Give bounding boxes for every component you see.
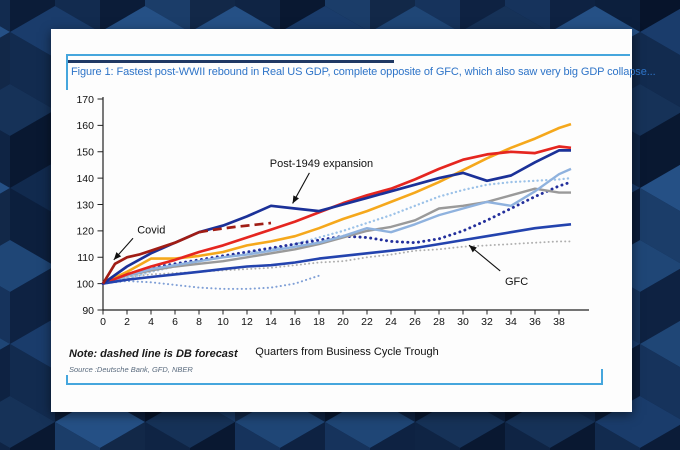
source-text: Source :Deutsche Bank, GFD, NBER xyxy=(69,365,193,374)
x-tick-label: 32 xyxy=(481,316,493,328)
y-tick-label: 110 xyxy=(77,252,94,264)
x-axis-label: Quarters from Business Cycle Trough xyxy=(255,346,439,358)
cube xyxy=(0,182,10,246)
cube xyxy=(415,0,505,32)
annotation-label: Post-1949 expansion xyxy=(270,158,373,170)
cube xyxy=(640,320,680,420)
y-tick-label: 100 xyxy=(76,278,94,290)
x-tick-label: 36 xyxy=(529,316,541,328)
figure-bottom-border-right-corner xyxy=(601,369,603,385)
annotation-arrowhead xyxy=(469,245,477,253)
x-tick-label: 34 xyxy=(505,316,517,328)
series-covid-actual xyxy=(101,230,200,285)
y-tick-label: 130 xyxy=(76,199,94,211)
series-gray-solid xyxy=(102,187,571,285)
title-rule xyxy=(68,60,394,63)
cube xyxy=(0,26,10,90)
cube xyxy=(0,338,10,402)
series-pale-blue-dotted-short xyxy=(102,274,320,290)
cube xyxy=(595,0,680,32)
series-gray-dotted xyxy=(102,240,572,285)
y-tick-label: 90 xyxy=(82,305,94,317)
x-tick-label: 16 xyxy=(289,316,301,328)
figure-top-border-corner xyxy=(66,54,68,90)
x-tick-label: 12 xyxy=(241,316,253,328)
cube xyxy=(0,240,55,344)
cube xyxy=(145,0,235,32)
y-tick-label: 120 xyxy=(76,226,94,238)
x-tick-label: 6 xyxy=(172,316,178,328)
x-tick-label: 4 xyxy=(148,316,154,328)
x-tick-label: 26 xyxy=(409,316,421,328)
x-tick-label: 2 xyxy=(124,316,130,328)
cube xyxy=(55,0,145,32)
y-tick-label: 170 xyxy=(76,94,94,106)
y-tick-label: 160 xyxy=(76,120,94,132)
figure-card: Figure 1: Fastest post-WWII rebound in R… xyxy=(51,29,656,412)
x-tick-label: 0 xyxy=(100,316,106,328)
annotation-arrowhead xyxy=(292,195,300,204)
x-tick-label: 14 xyxy=(265,316,277,328)
figure-bottom-border-left-corner xyxy=(66,375,68,385)
cube xyxy=(325,0,415,32)
series-gfc xyxy=(102,223,572,285)
figure-top-border xyxy=(66,54,630,56)
cube xyxy=(0,396,55,450)
cube xyxy=(640,8,680,108)
figure-bottom-border xyxy=(66,383,603,385)
x-tick-label: 30 xyxy=(457,316,469,328)
note-text: Note: dashed line is DB forecast xyxy=(69,348,238,360)
y-tick-label: 140 xyxy=(76,173,94,185)
x-tick-label: 20 xyxy=(337,316,349,328)
x-tick-label: 38 xyxy=(553,316,565,328)
cube xyxy=(0,0,55,32)
annotation-label: Covid xyxy=(137,225,165,237)
cube xyxy=(640,164,680,264)
series-covid-forecast xyxy=(198,221,272,234)
cube xyxy=(595,396,680,450)
annotation-label: GFC xyxy=(505,276,528,288)
cube xyxy=(505,0,595,32)
x-tick-label: 22 xyxy=(361,316,373,328)
y-tick-label: 150 xyxy=(76,147,94,159)
figure-title: Figure 1: Fastest post-WWII rebound in R… xyxy=(71,66,656,78)
x-tick-label: 10 xyxy=(217,316,229,328)
annotation-arrowhead xyxy=(113,252,122,260)
x-tick-label: 8 xyxy=(196,316,202,328)
x-tick-label: 18 xyxy=(313,316,325,328)
x-tick-label: 24 xyxy=(385,316,397,328)
x-tick-label: 28 xyxy=(433,316,445,328)
cube xyxy=(235,0,325,32)
cube xyxy=(0,84,55,188)
series-post-1949 xyxy=(102,149,571,285)
series-light-blue-solid xyxy=(102,167,572,285)
